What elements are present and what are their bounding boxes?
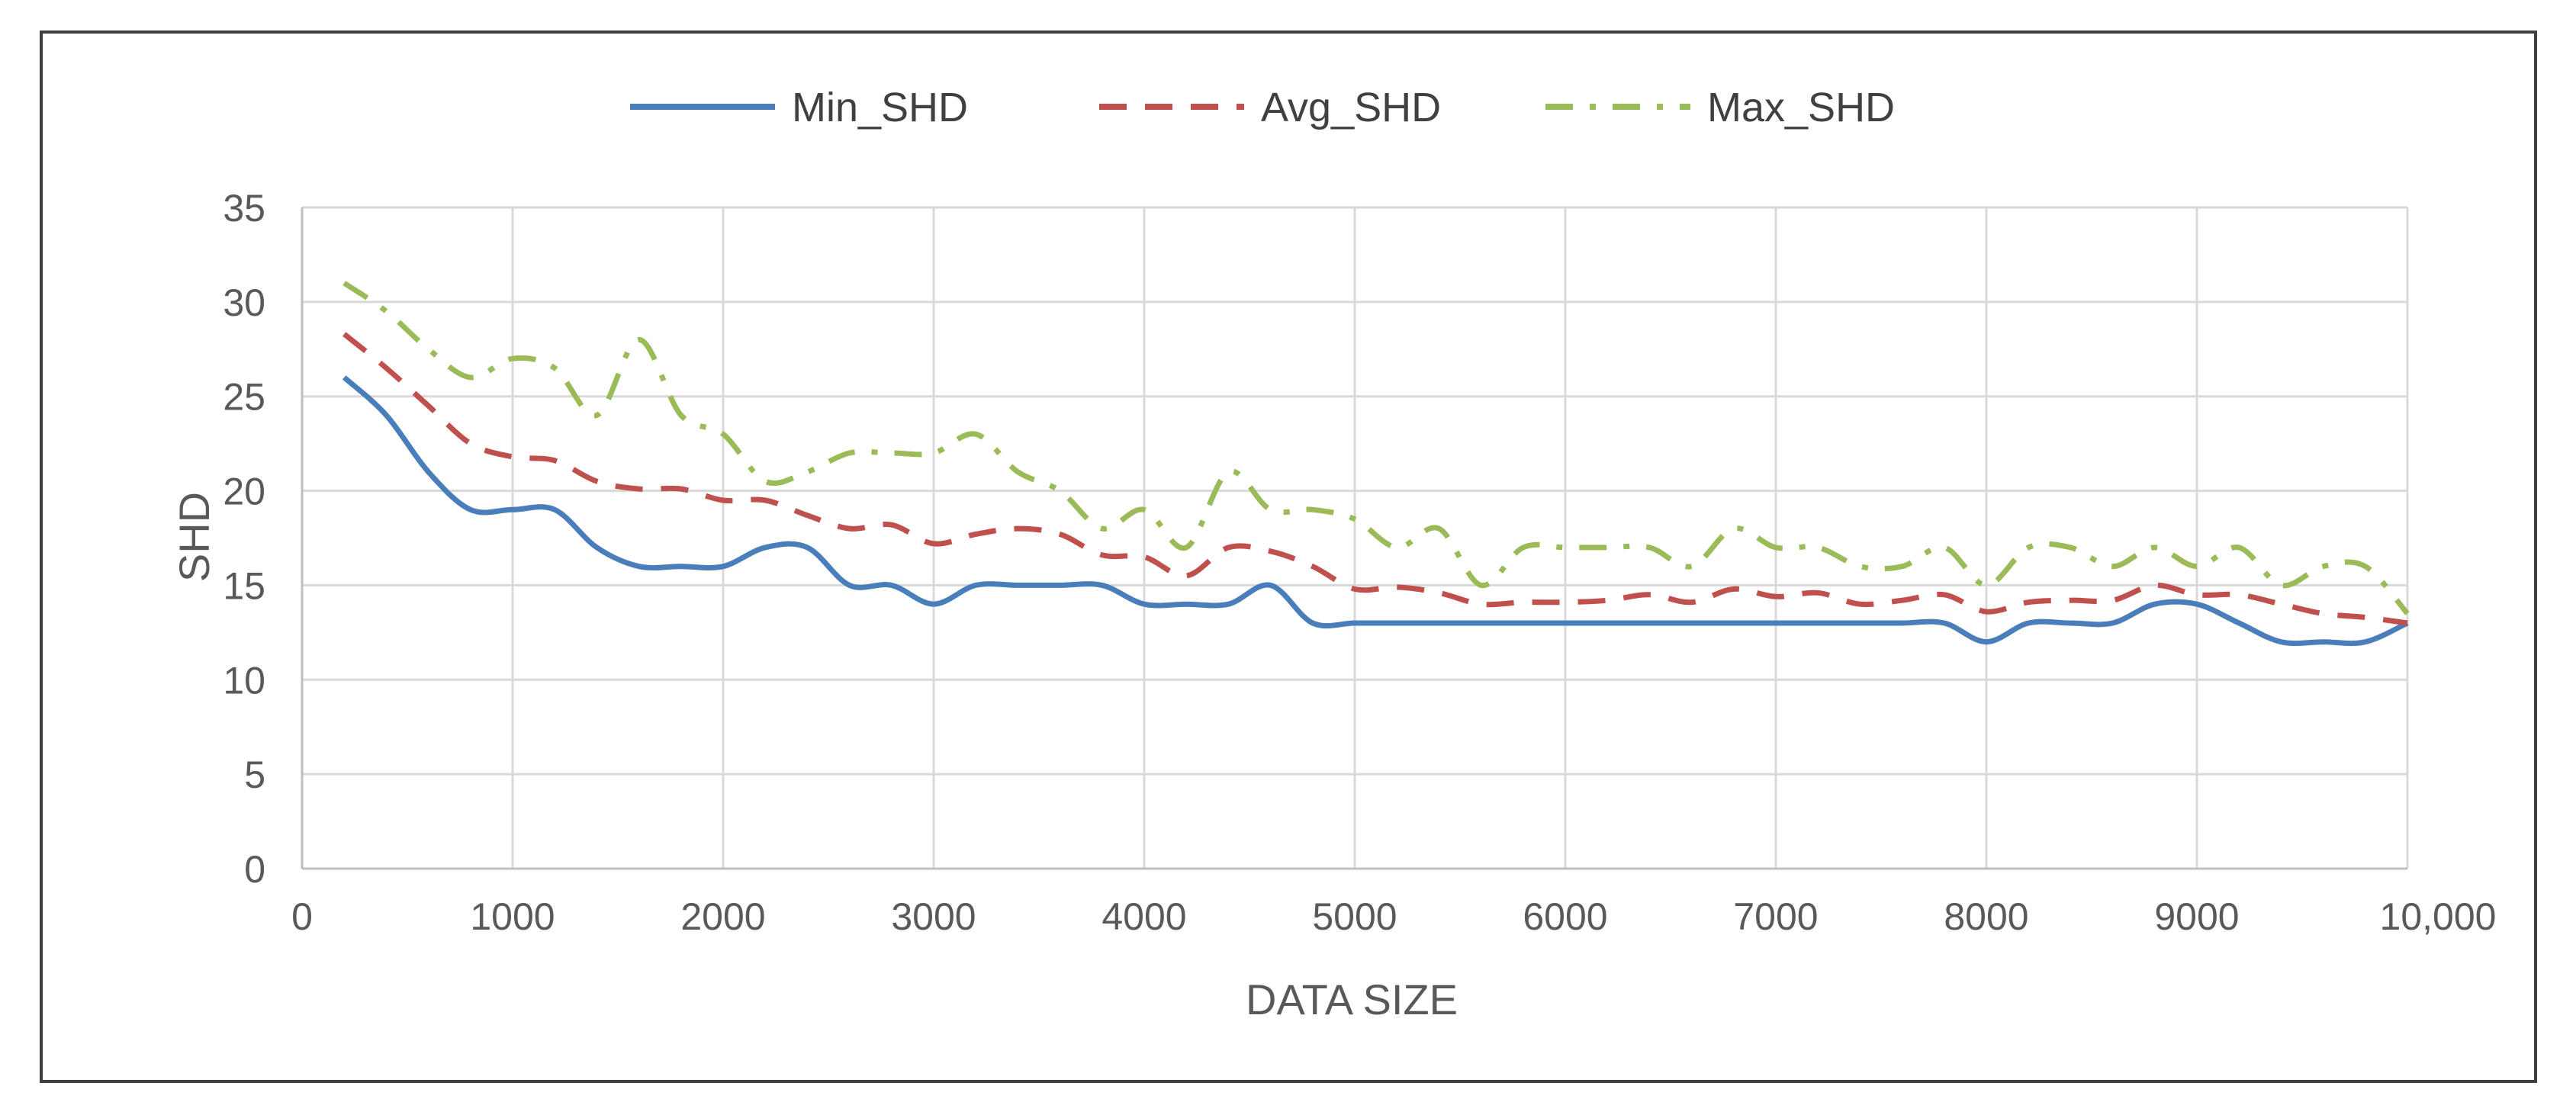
series-line-min-shd xyxy=(342,375,2409,647)
x-tick-label: 2000 xyxy=(680,895,765,938)
legend: Min_SHD Avg_SHD Max_SHD xyxy=(630,85,1895,130)
y-tick-label: 5 xyxy=(244,753,265,796)
series-lines xyxy=(342,281,2410,647)
tick-labels: 0 5 10 15 20 25 30 35 0 1000 2000 3000 4000 5000 6000 7… xyxy=(223,187,2496,938)
y-tick-label: 0 xyxy=(244,848,265,891)
x-tick-label: 10,000 xyxy=(2380,895,2497,938)
y-tick-label: 10 xyxy=(223,659,265,702)
y-tick-label: 25 xyxy=(223,376,265,419)
series-line-max-shd xyxy=(343,281,2410,615)
axes xyxy=(301,207,2407,870)
x-tick-label: 6000 xyxy=(1523,895,1607,938)
y-tick-label: 35 xyxy=(223,187,265,230)
legend-label: Max_SHD xyxy=(1707,85,1895,130)
x-tick-label: 3000 xyxy=(891,895,976,938)
legend-label: Min_SHD xyxy=(792,85,968,130)
x-tick-label: 8000 xyxy=(1944,895,2028,938)
x-axis-title: DATA SIZE xyxy=(1246,975,1458,1023)
line-chart: 0 5 10 15 20 25 30 35 0 1000 2000 3000 4000 5000 6000 7… xyxy=(170,85,2496,1023)
chart-frame: 0 5 10 15 20 25 30 35 0 1000 2000 3000 4000 5000 6000 7… xyxy=(40,31,2537,1083)
legend-label: Avg_SHD xyxy=(1261,85,1441,130)
x-tick-label: 5000 xyxy=(1312,895,1397,938)
x-tick-label: 0 xyxy=(291,895,313,938)
y-tick-label: 20 xyxy=(223,471,265,513)
x-tick-label: 7000 xyxy=(1733,895,1818,938)
series-line-avg-shd xyxy=(343,332,2408,626)
grid-lines xyxy=(301,206,2409,870)
x-tick-label: 4000 xyxy=(1101,895,1186,938)
y-axis-title: SHD xyxy=(170,492,218,582)
y-tick-label: 30 xyxy=(223,281,265,324)
y-tick-label: 15 xyxy=(223,564,265,607)
x-tick-label: 9000 xyxy=(2154,895,2239,938)
x-tick-label: 1000 xyxy=(470,895,555,938)
